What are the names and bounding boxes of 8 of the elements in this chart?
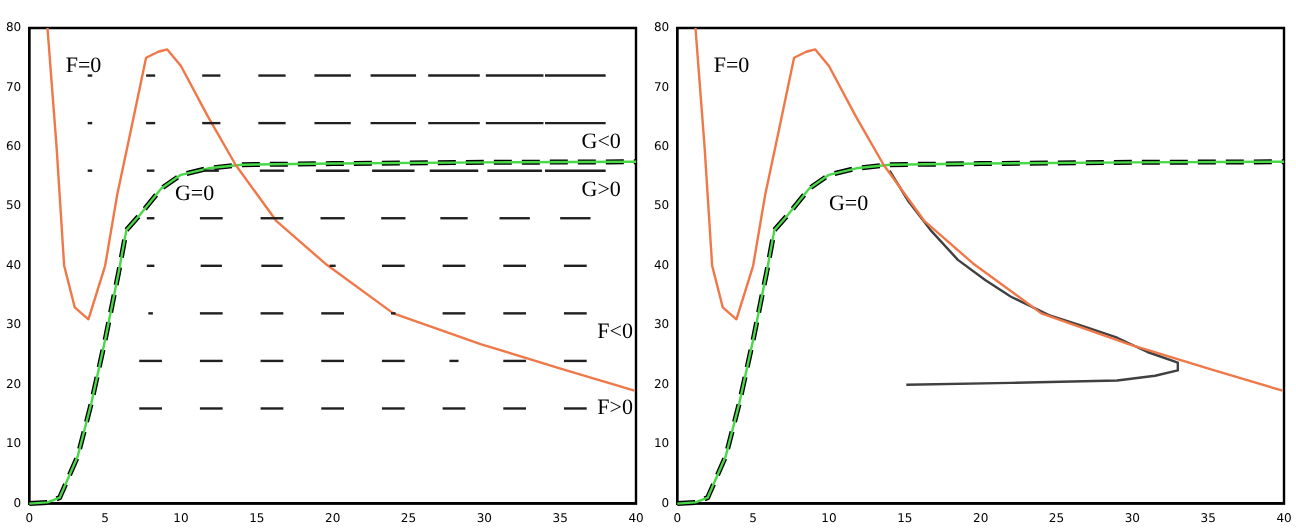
annotation: F>0 [597,396,634,421]
annotation: F<0 [597,320,634,345]
annotation: F=0 [65,53,103,78]
annotation: F=0 [713,53,751,78]
annotation: G>0 [581,177,622,202]
annotation: G=0 [828,191,870,216]
annotation: G=0 [174,182,216,207]
annotation: G<0 [581,129,622,154]
